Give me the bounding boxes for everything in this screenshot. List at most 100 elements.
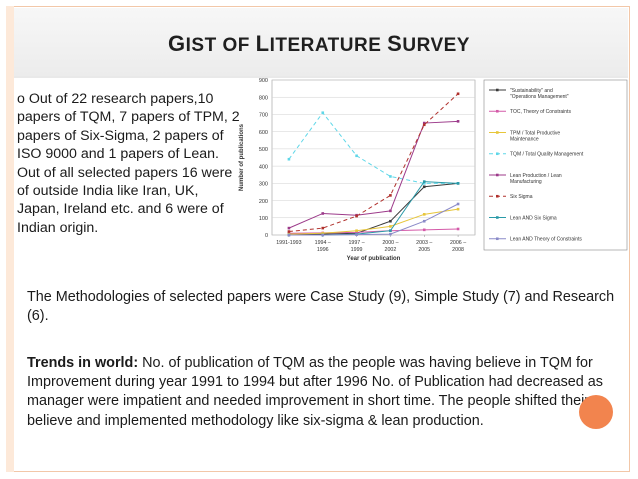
data-point	[422, 185, 426, 189]
y-tick-label: 500	[259, 147, 268, 153]
data-point	[456, 120, 460, 123]
data-point	[355, 154, 358, 158]
data-point	[422, 228, 426, 232]
title-part: IST OF	[185, 35, 256, 56]
title-part: S	[387, 31, 403, 56]
data-point	[422, 121, 426, 125]
legend-label: TQM / Total Quality Management	[510, 152, 584, 158]
data-point	[355, 229, 358, 232]
y-axis-label: Number of publications	[239, 123, 245, 191]
data-point	[456, 207, 460, 211]
data-point	[355, 214, 358, 218]
title-part: URVEY	[402, 35, 470, 56]
legend-marker	[496, 109, 499, 113]
legend-marker	[496, 88, 499, 92]
x-tick-label: 2000 –	[382, 240, 398, 246]
data-point	[287, 233, 291, 237]
data-point	[389, 232, 392, 236]
bullet-trends: Trends in world: No. of publication of T…	[10, 354, 627, 431]
data-point	[389, 175, 392, 178]
data-point	[389, 229, 392, 232]
x-tick-label-line2: 1999	[351, 247, 363, 253]
y-tick-label: 400	[259, 164, 268, 170]
data-point	[287, 230, 291, 233]
x-tick-label: 1991-1993	[276, 240, 301, 246]
data-point	[389, 219, 392, 223]
y-tick-label: 300	[259, 182, 268, 188]
x-tick-label-line2: 1996	[317, 247, 329, 253]
data-point	[321, 233, 325, 237]
data-point	[389, 209, 392, 213]
y-tick-label: 600	[259, 130, 268, 136]
legend-label-line2: "Operations Management"	[510, 94, 569, 100]
data-point	[456, 182, 460, 185]
bullet-text: No. of publication of TQM as the people …	[27, 355, 603, 429]
data-point	[321, 212, 325, 215]
series-line	[288, 203, 459, 236]
header-divider	[14, 76, 628, 78]
y-tick-label: 900	[259, 78, 268, 84]
slide-title: GIST OF LITERATURE SURVEY	[0, 31, 638, 57]
legend-label: "Sustainability" and	[510, 88, 553, 94]
data-point	[287, 157, 291, 161]
legend-label: Lean AND Six Sigma	[510, 215, 557, 221]
data-point	[456, 227, 460, 231]
data-point	[422, 182, 426, 185]
data-point	[456, 92, 460, 96]
data-point	[321, 231, 325, 235]
data-point	[422, 219, 426, 223]
legend-marker	[496, 216, 499, 219]
data-point	[456, 202, 460, 206]
series-line	[288, 208, 459, 235]
y-tick-label: 0	[265, 233, 268, 239]
legend-box	[483, 79, 628, 251]
x-tick-label-line2: 2002	[385, 247, 397, 253]
data-point	[422, 180, 426, 183]
intro-text: o Out of 22 research papers,10 papers of…	[17, 91, 240, 236]
plot-area	[271, 79, 476, 236]
publications-line-chart: 0 100 200 300 400 500 600 700 800 900 1991-1993 199…	[239, 78, 628, 262]
data-point	[321, 111, 325, 115]
legend-label: Lean Production / Lean	[510, 173, 562, 179]
data-point	[287, 226, 291, 230]
bullet-text: The Methodologies of selected papers wer…	[27, 289, 615, 325]
legend-marker	[496, 152, 499, 156]
x-tick-label: 2006 –	[450, 240, 466, 246]
series-line	[288, 111, 459, 184]
y-tick-label: 200	[259, 199, 268, 205]
legend-marker	[496, 194, 499, 198]
series-line	[288, 120, 459, 229]
x-tick-label-line2: 2005	[418, 247, 430, 253]
data-point	[389, 194, 392, 197]
series-line	[288, 182, 459, 235]
y-tick-label: 800	[259, 95, 268, 101]
legend-label: TOC, Theory of Constraints	[510, 109, 571, 115]
title-part: L	[255, 31, 270, 56]
title-part: G	[168, 31, 186, 56]
legend-label: TPM / Total Productive	[510, 130, 560, 136]
x-tick-label-line2: 2008	[452, 247, 464, 253]
decorative-circle	[579, 395, 613, 429]
data-point	[355, 233, 358, 236]
legend-marker	[496, 131, 499, 134]
title-part: ITERATURE	[269, 35, 388, 56]
data-point	[389, 225, 392, 228]
legend-label-line2: Maintenance	[510, 137, 539, 143]
legend-label: Lean AND Theory of Constraints	[510, 237, 582, 243]
data-point	[422, 213, 426, 216]
data-point	[422, 123, 426, 127]
legend-marker	[496, 173, 499, 177]
bullet-methodologies: The Methodologies of selected papers wer…	[10, 288, 627, 326]
slide-header	[14, 8, 628, 76]
series-line	[288, 93, 459, 233]
data-point	[355, 231, 358, 234]
x-tick-label: 1997 –	[348, 240, 364, 246]
x-tick-label: 1994 –	[315, 240, 331, 246]
left-accent-bar	[6, 6, 14, 472]
x-tick-label: 2003 –	[416, 240, 432, 246]
legend-label: Six Sigma	[510, 194, 533, 200]
y-tick-label: 700	[259, 113, 268, 119]
bullet-bold-lead: Trends in world:	[27, 355, 139, 371]
legend-label-line2: Manufacturing	[510, 179, 542, 185]
